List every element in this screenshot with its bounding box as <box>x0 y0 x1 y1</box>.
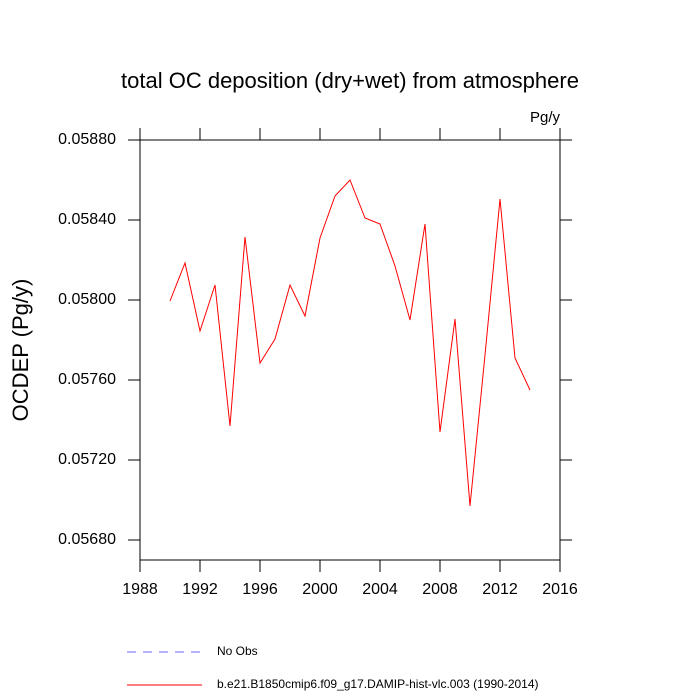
x-tick-label: 2000 <box>302 581 338 598</box>
legend-label: No Obs <box>217 644 258 658</box>
y-tick-label: 0.05880 <box>58 131 116 148</box>
x-tick-label: 2008 <box>422 581 458 598</box>
y-tick-label: 0.05720 <box>58 451 116 468</box>
y-tick-label: 0.05800 <box>58 291 116 308</box>
y-tick-label: 0.05680 <box>58 531 116 548</box>
x-tick-label: 2004 <box>362 581 398 598</box>
y-tick-label: 0.05840 <box>58 211 116 228</box>
chart-title: total OC deposition (dry+wet) from atmos… <box>121 68 579 93</box>
x-tick-label: 1992 <box>182 581 218 598</box>
x-tick-label: 1996 <box>242 581 278 598</box>
x-tick-label: 1988 <box>122 581 158 598</box>
series-line <box>169 179 531 507</box>
x-tick-label: 2012 <box>482 581 518 598</box>
y-axis-label: OCDEP (Pg/y) <box>8 279 33 422</box>
y-tick-label: 0.05760 <box>58 371 116 388</box>
x-tick-label: 2016 <box>542 581 578 598</box>
units-label: Pg/y <box>530 109 561 126</box>
plot-frame <box>139 139 561 561</box>
legend-label: b.e21.B1850cmip6.f09_g17.DAMIP-hist-vlc.… <box>217 677 539 691</box>
